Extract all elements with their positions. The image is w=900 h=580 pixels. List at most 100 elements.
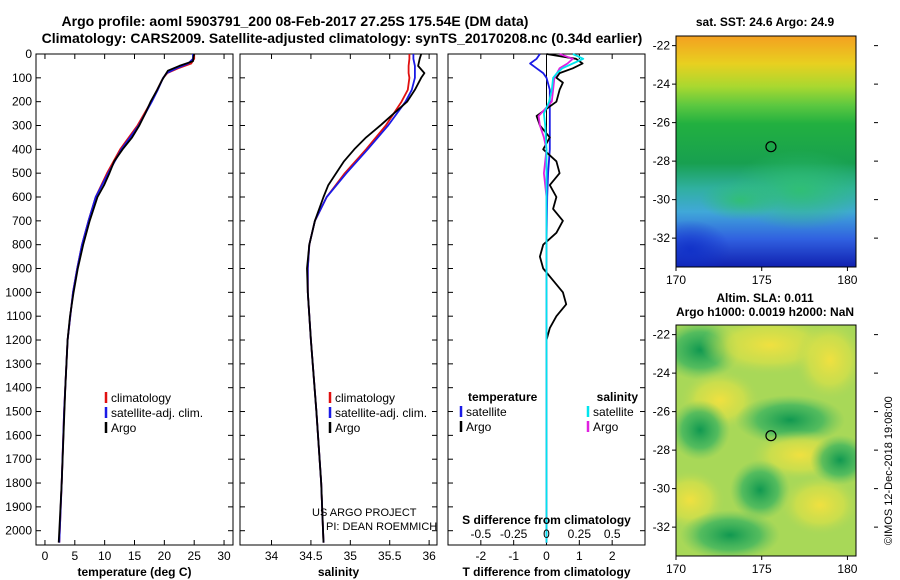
map-x-tick-label: 170 [666,273,686,287]
map-frame [675,324,857,557]
legend-s-argo-label: Argo [593,420,619,434]
map-x-tick-label: 180 [837,562,857,576]
legend-s-satellite-label: satellite [593,405,634,419]
map-y-tick-label: -24 [653,77,671,91]
y-tick-label: 1100 [6,309,32,323]
credit-line-2: PI: DEAN ROEMMICH [326,521,437,533]
x-axis-label: temperature (deg C) [77,565,191,579]
title-line-1: Argo profile: aoml 5903791_200 08-Feb-20… [62,13,529,29]
satellite-clim-line [58,54,194,543]
x-tick-label: 35.5 [378,549,402,563]
map-y-tick-label: -30 [653,482,671,496]
x-tick-label: 34.5 [299,549,323,563]
map-y-tick-label: -28 [653,443,671,457]
map-x-tick-label: 180 [837,273,857,287]
y-tick-label: 100 [12,71,32,85]
x-tick-label: 36 [422,549,436,563]
y-tick-label: 500 [12,166,32,180]
x-tick-label: -2 [475,549,486,563]
legend-satellite-label: satellite-adj. clim. [111,406,203,420]
x-axis-label: salinity [318,565,360,579]
salinity-panel: 34 34.5 35 35.5 36 salinity climatologysatelli… [239,53,438,579]
sst-map-title: sat. SST: 24.6 Argo: 24.9 [696,15,835,29]
y-tick-label: 1000 [5,285,32,299]
map-y-tick-label: -22 [653,328,671,342]
argo-line [57,53,196,543]
argo-location-marker [765,430,777,442]
sla-map: Altim. SLA: 0.011 Argo h1000: 0.0019 h20… [653,291,878,576]
y-tick-label: 1900 [5,500,32,514]
s-argo-line [537,53,574,543]
x2-tick-label: 0.25 [568,527,592,541]
y-tick-label: 1600 [5,428,32,442]
credit-line-1: US ARGO PROJECT [312,507,417,519]
sla-map-title-2: Argo h1000: 0.0019 h2000: NaN [676,305,854,319]
map-y-tick-label: -28 [653,154,671,168]
y-tick-label: 1400 [5,381,32,395]
legend-climatology-label: climatology [335,391,395,405]
x-tick-label: 30 [217,549,231,563]
legend-argo-label: Argo [111,421,137,435]
satellite-clim-line [306,54,416,543]
y-tick-label: 600 [12,190,32,204]
x-tick-label: 10 [98,549,112,563]
legend-argo-label: Argo [335,421,361,435]
x-tick-label: 2 [609,549,616,563]
y-tick-label: 1500 [5,405,32,419]
map-x-tick-label: 175 [752,562,772,576]
map-x-tick-label: 175 [752,273,772,287]
sst-map: sat. SST: 24.6 Argo: 24.9 170 175 180 -22 -2… [653,15,878,287]
map-x-tick-label: 170 [666,562,686,576]
sla-map-title-1: Altim. SLA: 0.011 [716,291,814,305]
sst-map-field [676,36,856,267]
legend-t-argo-label: Argo [466,420,492,434]
argo-location-marker [765,141,777,153]
legend-satellite-label: satellite-adj. clim. [335,406,427,420]
x-tick-label: 0 [543,549,550,563]
timestamp: ©IMOS 12-Dec-2018 19:08:00 [883,396,895,545]
map-frame [675,35,857,268]
map-y-tick-label: -24 [653,366,671,380]
x-axis-label: T difference from climatology [462,565,630,579]
temperature-panel: 0 5 10 15 20 25 300100200300400500600700800900… [5,47,234,579]
x2-tick-label: -0.25 [500,527,528,541]
climatology-line [58,54,196,543]
map-y-tick-label: -26 [653,116,671,130]
climatology-line [306,54,411,543]
map-y-tick-label: -32 [653,520,671,534]
y-tick-label: 800 [12,238,32,252]
y-tick-label: 1700 [5,452,32,466]
plot-frame [35,53,234,546]
t-argo-line [535,53,584,543]
y-tick-label: 1800 [5,476,32,490]
y-tick-label: 1300 [5,357,32,371]
x2-axis-label: S difference from climatology [462,513,631,527]
difference-panel: -2 -1 0 1 2 T difference from climatology -0.5… [447,53,646,579]
x-tick-label: 0 [42,549,49,563]
legend-t-satellite-label: satellite [466,405,507,419]
x-tick-label: 15 [128,549,142,563]
y-tick-label: 900 [12,262,32,276]
y-tick-label: 2000 [5,524,32,538]
legend-climatology-label: climatology [111,391,171,405]
title-line-2: Climatology: CARS2009. Satellite-adjuste… [42,30,643,46]
x2-tick-label: 0 [543,527,550,541]
y-tick-label: 200 [12,95,32,109]
y-tick-label: 300 [12,119,32,133]
map-y-tick-label: -22 [653,39,671,53]
x-tick-label: 5 [71,549,78,563]
x-tick-label: 35 [344,549,358,563]
map-y-tick-label: -30 [653,193,671,207]
legend-salinity-title: salinity [597,390,639,404]
x-tick-label: 25 [188,549,202,563]
plot-frame [239,53,438,546]
x-tick-label: 34 [265,549,279,563]
y-tick-label: 0 [25,47,32,61]
sla-map-field [676,325,856,556]
x2-tick-label: 0.5 [604,527,621,541]
x2-tick-label: -0.5 [470,527,491,541]
legend-temperature-title: temperature [468,390,538,404]
x-tick-label: 1 [576,549,583,563]
x-tick-label: -1 [508,549,519,563]
